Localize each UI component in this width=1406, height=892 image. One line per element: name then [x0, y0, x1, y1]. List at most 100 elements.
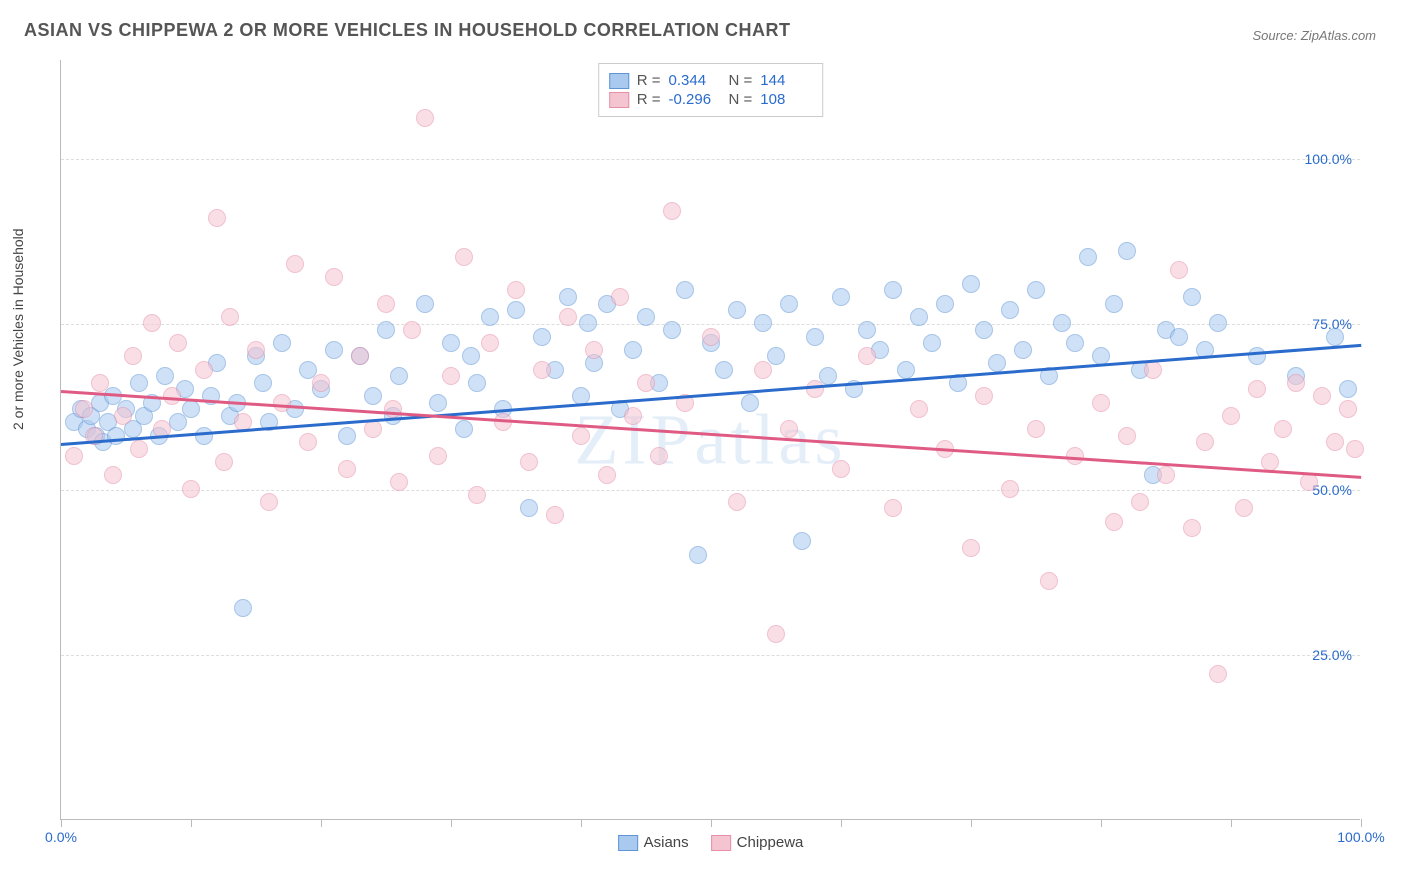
scatter-point — [429, 447, 447, 465]
scatter-point — [195, 361, 213, 379]
legend-stat-row: R = -0.296 N = 108 — [609, 91, 813, 108]
y-axis-label: 2 or more Vehicles in Household — [10, 228, 26, 430]
scatter-point — [124, 347, 142, 365]
scatter-point — [468, 374, 486, 392]
scatter-point — [182, 480, 200, 498]
scatter-point — [377, 321, 395, 339]
scatter-point — [1079, 248, 1097, 266]
scatter-point — [377, 295, 395, 313]
scatter-point — [442, 334, 460, 352]
scatter-point — [299, 433, 317, 451]
scatter-point — [312, 374, 330, 392]
scatter-point — [1326, 328, 1344, 346]
scatter-point — [403, 321, 421, 339]
scatter-point — [1326, 433, 1344, 451]
scatter-point — [455, 248, 473, 266]
n-value: 108 — [760, 91, 812, 108]
scatter-point — [780, 420, 798, 438]
scatter-point — [1248, 347, 1266, 365]
scatter-point — [234, 599, 252, 617]
scatter-point — [1105, 295, 1123, 313]
scatter-point — [728, 493, 746, 511]
n-label: N = — [729, 72, 753, 89]
chart-plot-area: ZIPatlas R =0.344N =144R =-0.296N =108 A… — [60, 60, 1360, 820]
scatter-point — [962, 275, 980, 293]
scatter-point — [169, 334, 187, 352]
scatter-point — [858, 347, 876, 365]
scatter-point — [884, 281, 902, 299]
scatter-point — [1183, 288, 1201, 306]
scatter-point — [1222, 407, 1240, 425]
scatter-point — [676, 281, 694, 299]
legend-series-label: Asians — [644, 834, 689, 851]
scatter-point — [247, 341, 265, 359]
scatter-point — [1339, 400, 1357, 418]
scatter-point — [75, 400, 93, 418]
scatter-point — [273, 394, 291, 412]
scatter-point — [429, 394, 447, 412]
scatter-point — [351, 347, 369, 365]
scatter-point — [741, 394, 759, 412]
scatter-point — [1287, 374, 1305, 392]
scatter-point — [1170, 261, 1188, 279]
scatter-point — [884, 499, 902, 517]
scatter-point — [1014, 341, 1032, 359]
scatter-point — [533, 328, 551, 346]
scatter-point — [390, 367, 408, 385]
scatter-point — [1040, 572, 1058, 590]
scatter-point — [689, 546, 707, 564]
x-tick — [1361, 819, 1362, 827]
scatter-point — [910, 400, 928, 418]
n-label: N = — [729, 91, 753, 108]
scatter-point — [975, 387, 993, 405]
x-tick — [971, 819, 972, 827]
n-value: 144 — [760, 72, 812, 89]
scatter-point — [286, 255, 304, 273]
scatter-point — [1027, 420, 1045, 438]
scatter-point — [364, 387, 382, 405]
scatter-point — [767, 625, 785, 643]
scatter-point — [325, 268, 343, 286]
scatter-point — [806, 328, 824, 346]
scatter-point — [130, 374, 148, 392]
scatter-point — [780, 295, 798, 313]
x-tick — [841, 819, 842, 827]
legend-swatch — [711, 835, 731, 851]
scatter-point — [1001, 480, 1019, 498]
scatter-point — [1339, 380, 1357, 398]
scatter-point — [572, 427, 590, 445]
scatter-point — [1235, 499, 1253, 517]
scatter-point — [507, 301, 525, 319]
scatter-point — [637, 308, 655, 326]
x-tick — [711, 819, 712, 827]
scatter-point — [754, 361, 772, 379]
y-tick-label: 50.0% — [1312, 482, 1352, 498]
y-tick-label: 100.0% — [1305, 151, 1352, 167]
scatter-point — [637, 374, 655, 392]
scatter-point — [579, 314, 597, 332]
scatter-point — [702, 328, 720, 346]
scatter-point — [832, 288, 850, 306]
scatter-point — [130, 440, 148, 458]
legend-series-label: Chippewa — [737, 834, 804, 851]
scatter-point — [215, 453, 233, 471]
scatter-point — [936, 295, 954, 313]
scatter-point — [455, 420, 473, 438]
scatter-point — [1131, 493, 1149, 511]
scatter-point — [156, 367, 174, 385]
r-label: R = — [637, 91, 661, 108]
r-value: -0.296 — [669, 91, 721, 108]
scatter-point — [598, 466, 616, 484]
scatter-point — [650, 447, 668, 465]
scatter-point — [754, 314, 772, 332]
scatter-point — [793, 532, 811, 550]
scatter-point — [832, 460, 850, 478]
scatter-point — [1196, 433, 1214, 451]
y-tick-label: 25.0% — [1312, 647, 1352, 663]
scatter-point — [65, 447, 83, 465]
scatter-point — [1170, 328, 1188, 346]
scatter-point — [481, 334, 499, 352]
scatter-point — [468, 486, 486, 504]
scatter-point — [325, 341, 343, 359]
x-tick — [191, 819, 192, 827]
